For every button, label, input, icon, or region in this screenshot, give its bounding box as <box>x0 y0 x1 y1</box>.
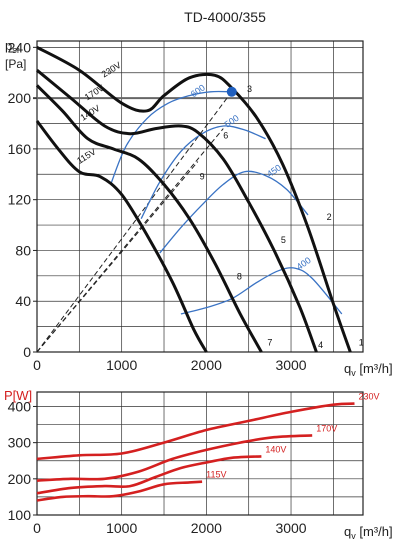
power-curve-label: 170V <box>316 423 337 433</box>
curve-number-label: 7 <box>267 338 272 348</box>
y-tick-label: 160 <box>8 141 32 157</box>
y-axis-label: psf <box>5 38 20 55</box>
x-tick-label: 2000 <box>191 520 222 536</box>
y-tick-label: 80 <box>15 242 31 258</box>
fan-curve <box>35 84 263 353</box>
rpm-label: 600 <box>189 82 207 99</box>
curve-number-label: 1 <box>359 338 364 348</box>
power-curve <box>36 455 262 495</box>
plot-border <box>36 40 364 353</box>
chart-title: TD-4000/355 <box>184 9 266 25</box>
x-axis-label: qv [m³/h] <box>344 524 393 541</box>
operating-point <box>226 86 237 97</box>
voltage-label: 230V <box>100 60 123 80</box>
curve-number-label: 8 <box>237 272 242 282</box>
power-curve-label: 115V <box>206 470 226 480</box>
y-axis-label: P[W] <box>4 388 32 403</box>
curve-number-label: 9 <box>200 171 205 181</box>
curve-number-label: 4 <box>318 340 323 350</box>
x-axis-label: qv [m³/h] <box>344 361 393 378</box>
y-tick-label: 100 <box>8 507 32 523</box>
fan-curve <box>36 45 352 353</box>
y-axis-unit: [Pa] <box>5 57 26 71</box>
curve-number-label: 6 <box>223 131 228 141</box>
y-tick-label: 400 <box>8 398 32 414</box>
rpm-curve <box>110 90 232 185</box>
x-tick-label: 3000 <box>275 357 306 373</box>
y-tick-label: 200 <box>8 471 32 487</box>
voltage-label: 170V <box>83 83 106 103</box>
y-tick-label: 120 <box>8 192 32 208</box>
power-curve <box>36 402 355 461</box>
voltage-label: 115V <box>75 147 98 166</box>
resistance-line <box>36 91 233 353</box>
curve-number-label: 5 <box>281 235 286 245</box>
plot-border <box>36 391 364 516</box>
rpm-curve <box>140 125 266 219</box>
x-tick-label: 1000 <box>106 520 137 536</box>
x-tick-label: 0 <box>33 357 41 373</box>
resistance-line <box>36 161 199 353</box>
power-curve <box>36 480 203 502</box>
y-tick-label: 0 <box>23 344 31 360</box>
curve-number-label: 2 <box>327 212 332 222</box>
x-tick-label: 2000 <box>191 357 222 373</box>
curve-number-label: 3 <box>247 84 252 94</box>
power-curve <box>36 434 313 482</box>
y-tick-label: 300 <box>8 435 32 451</box>
fan-curve <box>36 69 318 353</box>
y-tick-label: 40 <box>15 293 31 309</box>
fan-curve <box>35 120 208 353</box>
y-tick-label: 200 <box>8 90 32 106</box>
x-tick-label: 3000 <box>275 520 306 536</box>
power-curve-label: 140V <box>265 444 286 454</box>
rpm-label: 500 <box>223 113 241 130</box>
rpm-curve <box>180 267 343 315</box>
y-tick-label: 240 <box>8 39 32 55</box>
x-tick-label: 1000 <box>106 357 137 373</box>
x-tick-label: 0 <box>33 520 41 536</box>
power-curve-label: 230V <box>359 392 380 402</box>
